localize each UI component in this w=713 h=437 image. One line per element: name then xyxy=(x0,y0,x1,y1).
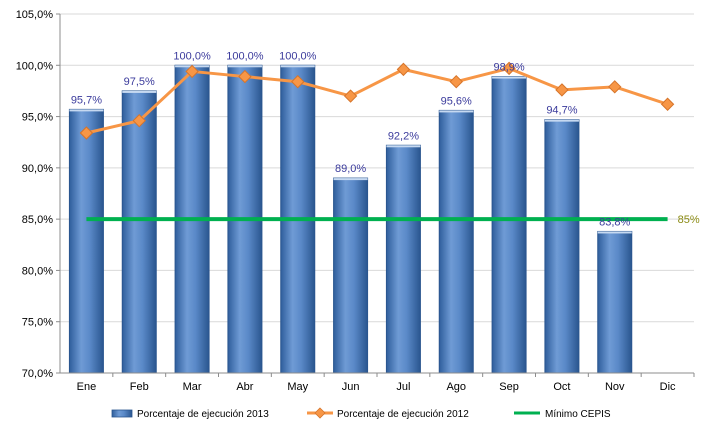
point-2012 xyxy=(449,74,463,89)
bar-2013 xyxy=(438,109,474,374)
bar-2013-top xyxy=(333,178,368,181)
y-tick-label: 95,0% xyxy=(22,112,53,124)
data-label-2013: 95,6% xyxy=(441,95,472,107)
x-tick-label: Feb xyxy=(130,381,149,393)
bar-series-2013 xyxy=(68,64,633,374)
legend-label-2012: Porcentaje de ejecución 2012 xyxy=(337,409,469,420)
data-label-2013: 83,8% xyxy=(599,216,630,228)
point-2012 xyxy=(291,74,305,89)
point-2012 xyxy=(502,61,516,76)
bar-2013 xyxy=(491,76,527,374)
x-tick-label: Jun xyxy=(342,381,360,393)
data-label-2013: 100,0% xyxy=(173,50,211,62)
legend-swatch-2013 xyxy=(111,409,133,418)
bar-2013 xyxy=(121,90,157,374)
data-label-2013: 92,2% xyxy=(388,130,419,142)
y-tick-label: 85,0% xyxy=(22,214,53,226)
legend: Porcentaje de ejecución 2013 Porcentaje … xyxy=(111,407,611,420)
line-2012 xyxy=(86,66,669,135)
point-2012 xyxy=(660,97,675,111)
bar-2013-top xyxy=(439,110,474,113)
y-tick-label: 100,0% xyxy=(16,60,54,72)
bar-2013-top xyxy=(597,231,632,234)
data-labels: 95,7% 97,5% 100,0% 100,0% 100,0% 89,0% 92,2% 95… xyxy=(71,50,700,228)
bar-2013-top xyxy=(386,145,421,148)
x-tick-label: Nov xyxy=(605,381,625,393)
y-tick-label: 70,0% xyxy=(22,368,53,380)
data-label-2013: 100,0% xyxy=(226,50,264,62)
point-2012 xyxy=(555,83,569,97)
bar-2013-top xyxy=(492,76,527,79)
data-label-2013: 98,9% xyxy=(493,62,524,74)
x-tick-label: Jul xyxy=(396,381,410,393)
y-tick-label: 105,0% xyxy=(16,9,54,21)
bar-2013-top xyxy=(122,90,157,93)
bar-2013 xyxy=(68,108,104,374)
x-tick-label: May xyxy=(287,381,308,393)
y-tick-label: 75,0% xyxy=(22,317,53,329)
x-tick-label: Oct xyxy=(553,381,570,393)
x-tick-label: Ago xyxy=(446,381,466,393)
x-tick-label: Ene xyxy=(77,381,97,393)
point-2012 xyxy=(343,89,358,103)
bar-2013 xyxy=(333,177,369,374)
line-series-2012 xyxy=(79,61,675,140)
bar-2013-top xyxy=(544,119,579,122)
x-tick-label: Dic xyxy=(660,381,676,393)
point-2012 xyxy=(238,69,252,84)
y-tick-label: 80,0% xyxy=(22,265,53,277)
data-label-2013: 89,0% xyxy=(335,163,366,175)
x-tick-label: Abr xyxy=(236,381,253,393)
legend-label-2013: Porcentaje de ejecución 2013 xyxy=(137,409,269,420)
bar-2013 xyxy=(385,144,421,374)
data-label-2013: 95,7% xyxy=(71,94,102,106)
x-tick-label: Sep xyxy=(499,381,519,393)
legend-marker-2012 xyxy=(314,407,326,419)
point-2012 xyxy=(396,62,411,77)
point-2012 xyxy=(185,64,199,79)
point-2012 xyxy=(132,113,146,128)
bar-2013 xyxy=(544,119,580,374)
bar-2013-top xyxy=(280,65,315,68)
y-tick-label: 90,0% xyxy=(22,163,53,175)
data-label-2013: 100,0% xyxy=(279,50,317,62)
bar-2013-top xyxy=(69,109,104,112)
reference-label-cepis: 85% xyxy=(678,214,700,226)
bar-2013-top xyxy=(227,65,262,68)
data-label-2013: 94,7% xyxy=(546,105,577,117)
point-2012 xyxy=(608,80,622,94)
axes: 70,0% 75,0% 80,0% 85,0% 90,0% 95,0% 100,0% 105,… xyxy=(16,9,695,393)
bar-2013 xyxy=(597,230,633,374)
legend-label-cepis: Mínimo CEPIS xyxy=(545,409,611,420)
point-2012 xyxy=(79,126,94,140)
x-tick-label: Mar xyxy=(183,381,202,393)
data-label-2013: 97,5% xyxy=(124,76,155,88)
